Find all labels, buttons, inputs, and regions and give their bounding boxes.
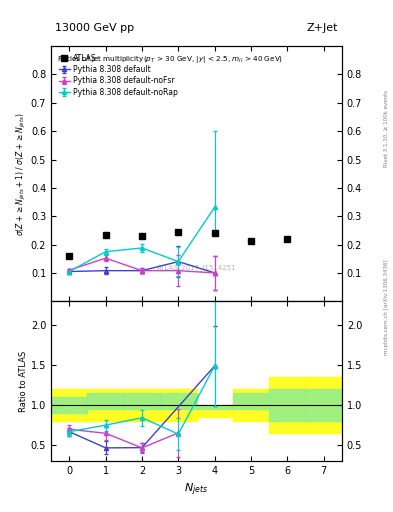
ATLAS [140,232,144,239]
Line: ATLAS: ATLAS [66,229,290,259]
Text: 13000 GeV pp: 13000 GeV pp [55,23,134,33]
ATLAS [103,232,108,238]
Text: Ratios of jet multiplicity($p_T$ > 30 GeV, $|y|$ < 2.5, $m_{ll}$ > 40 GeV): Ratios of jet multiplicity($p_T$ > 30 Ge… [57,54,283,65]
Legend: ATLAS, Pythia 8.308 default, Pythia 8.308 default-noFsr, Pythia 8.308 default-no: ATLAS, Pythia 8.308 default, Pythia 8.30… [55,50,182,100]
ATLAS [212,230,217,236]
Y-axis label: $\sigma(Z + \geq N_{jets}+1)$ / $\sigma(Z + \geq N_{jets})$: $\sigma(Z + \geq N_{jets}+1)$ / $\sigma(… [15,112,28,236]
Text: mcplots.cern.ch [arXiv:1306.3436]: mcplots.cern.ch [arXiv:1306.3436] [384,260,389,355]
X-axis label: $N_{jets}$: $N_{jets}$ [184,481,209,498]
ATLAS [249,238,253,244]
ATLAS [67,253,72,260]
Text: ATLAS_2017_I1514251: ATLAS_2017_I1514251 [157,264,236,271]
Y-axis label: Ratio to ATLAS: Ratio to ATLAS [19,350,28,412]
Text: Rivet 3.1.10, ≥ 100k events: Rivet 3.1.10, ≥ 100k events [384,90,389,166]
Text: Z+Jet: Z+Jet [307,23,338,33]
ATLAS [285,237,290,243]
ATLAS [176,229,181,235]
